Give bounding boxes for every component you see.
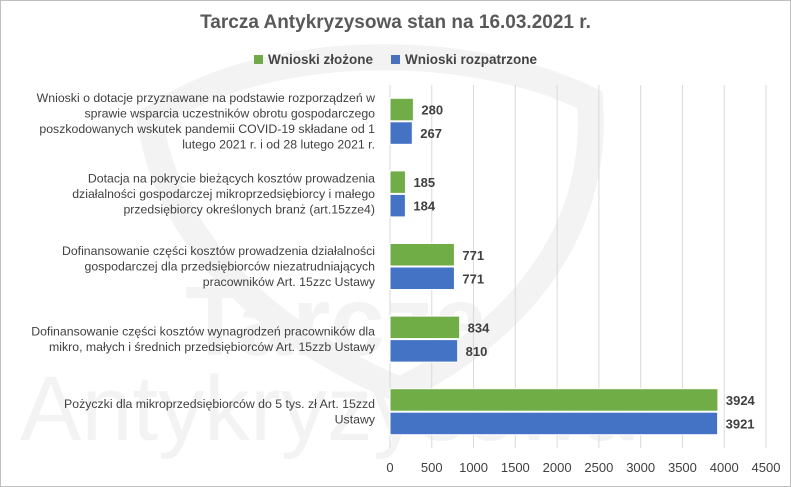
category-label-line: Wnioski o dotacje przyznawane na podstaw… xyxy=(37,91,375,105)
category-label-line: Dofinansowanie części kosztów prowadzeni… xyxy=(62,244,375,258)
chart-title: Tarcza Antykryzysowa stan na 16.03.2021 … xyxy=(200,12,591,33)
watermark-shield xyxy=(135,44,604,405)
x-tick-label: 0 xyxy=(386,460,393,475)
category-label-line: Ustawy xyxy=(335,413,376,427)
x-tick-label: 3000 xyxy=(626,460,655,475)
bar-zlozone xyxy=(389,388,719,412)
category-label-line: Pożyczki dla mikroprzedsiębiorców do 5 t… xyxy=(64,397,375,411)
data-label: 185 xyxy=(413,175,435,190)
category-label-line: Dotacja na pokrycie bieżących kosztów pr… xyxy=(88,171,375,185)
bar-rozpatrzone xyxy=(389,411,719,436)
category-label-line: Dofinansowanie części kosztów wynagrodze… xyxy=(31,324,375,338)
x-tick-label: 1000 xyxy=(459,460,488,475)
bar-rozpatrzone xyxy=(389,266,455,290)
bar-zlozone xyxy=(389,170,406,194)
legend-label: Wnioski rozpatrzone xyxy=(405,52,538,67)
category-label-line: gospodarczej dla przedsiębiorców niezatr… xyxy=(84,260,375,274)
data-label: 280 xyxy=(421,103,443,118)
bar-rozpatrzone xyxy=(389,121,413,145)
category-label-line: pracowników Art. 15zzc Ustawy xyxy=(203,275,376,289)
x-tick-label: 1500 xyxy=(501,460,530,475)
category-label: Dofinansowanie części kosztów prowadzeni… xyxy=(62,244,376,289)
legend-item-1: Wnioski złożone xyxy=(253,52,373,67)
bar-zlozone xyxy=(389,315,461,340)
data-label: 771 xyxy=(462,271,484,286)
category-label-line: poszkodowanych wskutek pandemii COVID-19… xyxy=(39,122,375,136)
bar-rozpatrzone xyxy=(389,193,406,218)
data-label: 771 xyxy=(462,248,484,263)
category-label-line: przedsiębiorcy określonych branż (art.15… xyxy=(123,203,375,217)
category-label-line: sprawie wsparcia uczestników obrotu gosp… xyxy=(85,107,376,121)
data-label: 810 xyxy=(466,344,488,359)
legend-swatch xyxy=(391,55,400,64)
bar-rozpatrzone xyxy=(389,339,459,363)
x-tick-label: 3500 xyxy=(668,460,697,475)
data-label: 3921 xyxy=(726,416,755,431)
legend: Wnioski złożone Wnioski rozpatrzone xyxy=(0,52,791,67)
bar-zlozone xyxy=(389,97,414,122)
legend-swatch xyxy=(253,55,263,64)
x-tick-label: 4000 xyxy=(710,460,739,475)
category-label-line: mikro, małych i średnich przedsiębiorców… xyxy=(49,340,376,354)
category-label: Dotacja na pokrycie bieżących kosztów pr… xyxy=(72,171,375,216)
category-label: Pożyczki dla mikroprzedsiębiorców do 5 t… xyxy=(64,397,376,427)
x-tick-label: 2000 xyxy=(543,460,572,475)
x-tick-label: 2500 xyxy=(584,460,613,475)
data-label: 184 xyxy=(413,199,435,214)
x-tick-label: 4500 xyxy=(752,460,781,475)
category-label-line: lutego 2021 r. i od 28 lutego 2021 r. xyxy=(182,138,375,152)
data-label: 3924 xyxy=(726,393,756,408)
category-label: Wnioski o dotacje przyznawane na podstaw… xyxy=(37,91,376,152)
category-label: Dofinansowanie części kosztów wynagrodze… xyxy=(31,324,376,354)
data-label: 267 xyxy=(420,126,442,141)
category-label-line: działalności gospodarczej mikroprzedsięb… xyxy=(72,187,375,201)
legend-item-2: Wnioski rozpatrzone xyxy=(391,52,537,67)
bar-zlozone xyxy=(389,243,455,267)
data-label: 834 xyxy=(468,320,490,335)
x-tick-label: 500 xyxy=(421,460,443,475)
legend-label: Wnioski złożone xyxy=(267,52,373,67)
